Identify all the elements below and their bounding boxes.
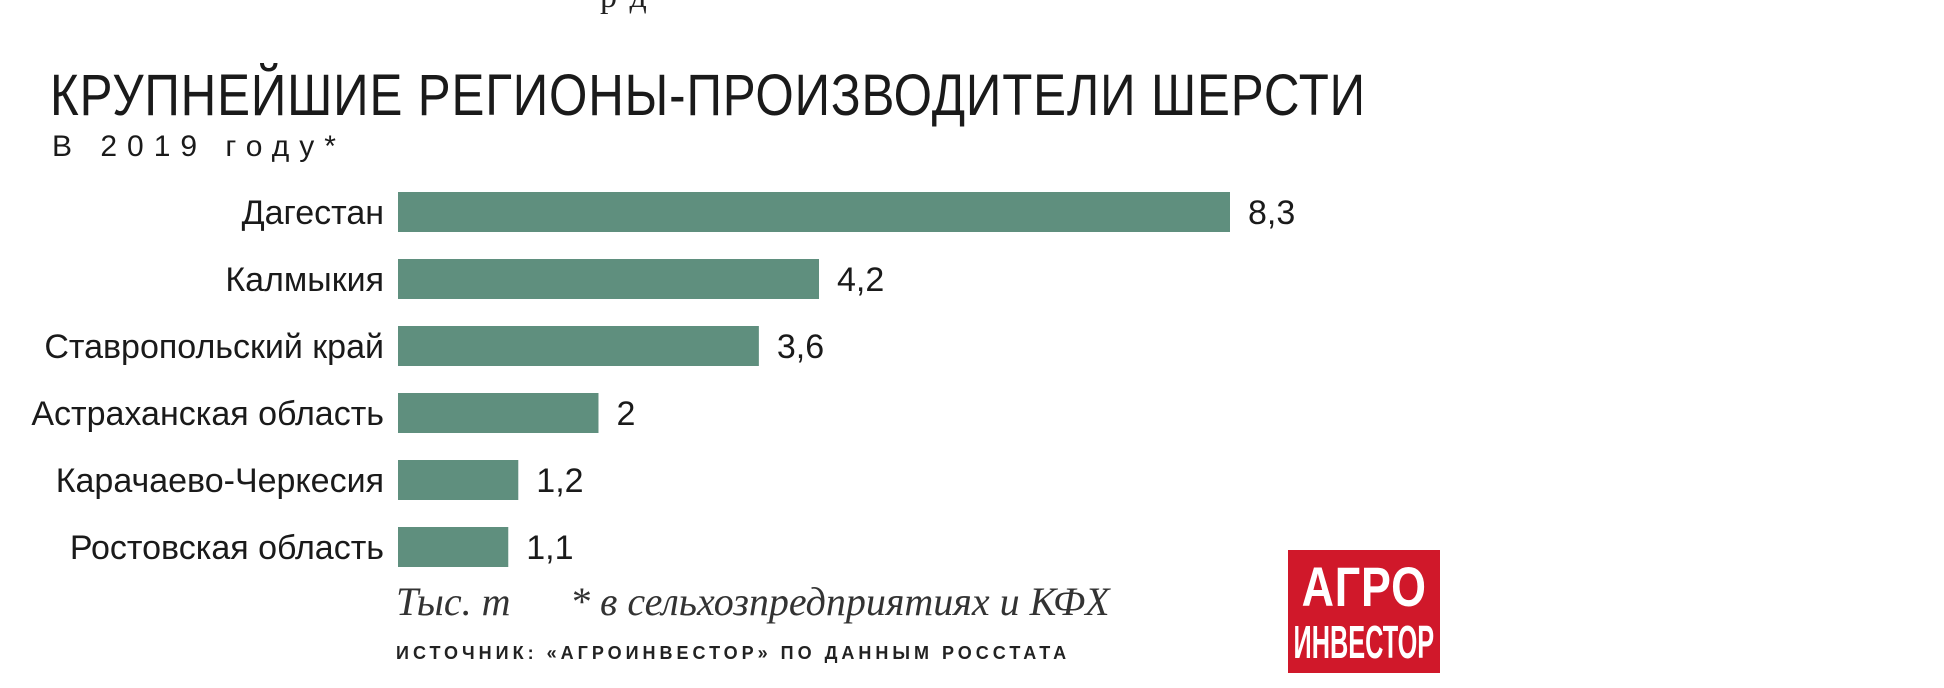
logo-line-2: ИНВЕСТОР <box>1293 615 1435 668</box>
value-label-4: 1,2 <box>536 462 583 500</box>
category-label-2: Ставропольский край <box>44 328 384 366</box>
value-label-5: 1,1 <box>526 529 573 567</box>
category-label-1: Калмыкия <box>225 261 384 299</box>
bar-5 <box>398 527 509 567</box>
footnote: * в сельхозпредприятиях и КФХ <box>570 579 1110 624</box>
bar-0 <box>398 192 1230 232</box>
bar-3 <box>398 393 599 433</box>
value-label-0: 8,3 <box>1248 194 1295 232</box>
category-label-4: Карачаево-Черкесия <box>56 462 384 500</box>
unit-label: Тыс. т <box>396 579 511 624</box>
value-label-3: 2 <box>616 395 635 433</box>
logo-line-1: АГРО <box>1301 554 1427 618</box>
bar-2 <box>398 326 759 366</box>
bar-4 <box>398 460 519 500</box>
source-note: ИСТОЧНИК: «АГРОИНВЕСТОР» ПО ДАННЫМ РОССТ… <box>396 643 1071 663</box>
bar-1 <box>398 259 820 299</box>
value-label-2: 3,6 <box>777 328 824 366</box>
top-text-fragment: р д <box>600 0 649 16</box>
category-label-3: Астраханская область <box>31 395 384 433</box>
value-label-1: 4,2 <box>837 261 884 299</box>
agroinvestor-logo: АГРО ИНВЕСТОР <box>1288 550 1440 673</box>
chart-subtitle: В 2019 году* <box>52 130 346 163</box>
category-label-5: Ростовская область <box>70 529 384 567</box>
chart-title: КРУПНЕЙШИЕ РЕГИОНЫ-ПРОИЗВОДИТЕЛИ ШЕРСТИ <box>50 63 1366 128</box>
category-label-0: Дагестан <box>242 194 384 232</box>
